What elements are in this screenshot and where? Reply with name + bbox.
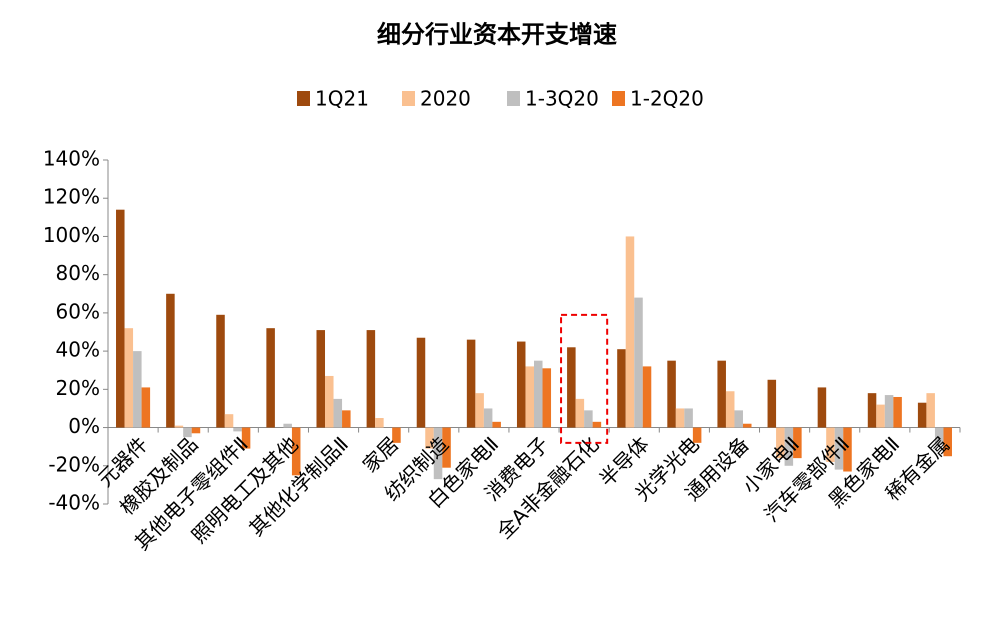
bar xyxy=(692,427,702,443)
bar xyxy=(433,427,443,480)
bar xyxy=(475,393,484,428)
bar xyxy=(466,339,476,428)
bar xyxy=(442,427,451,468)
bar xyxy=(567,347,576,428)
bar xyxy=(183,427,192,438)
legend-swatch xyxy=(297,91,310,106)
y-tick-label: 80% xyxy=(56,261,100,285)
legend-label: 1-3Q20 xyxy=(525,87,599,111)
legend-label: 2020 xyxy=(420,87,471,111)
legend-label: 1-2Q20 xyxy=(630,87,704,111)
bar xyxy=(684,408,693,428)
bar xyxy=(124,328,134,428)
y-tick-label: 60% xyxy=(56,299,100,323)
bar xyxy=(817,387,827,428)
highlight-box xyxy=(560,313,609,444)
bar xyxy=(675,408,685,428)
bar xyxy=(333,398,343,428)
bar xyxy=(767,379,777,428)
bar xyxy=(584,410,593,428)
y-tick-label: 0% xyxy=(68,414,100,438)
bar xyxy=(233,427,242,432)
bar xyxy=(241,427,251,449)
bar xyxy=(316,330,326,428)
bar xyxy=(934,427,944,445)
bar xyxy=(734,410,743,428)
bar xyxy=(717,360,726,428)
legend-swatch xyxy=(612,91,625,106)
bar xyxy=(625,236,635,428)
bar xyxy=(776,427,785,459)
bar xyxy=(492,421,501,428)
chart-title: 细分行业资本开支增速 xyxy=(377,20,617,49)
bar xyxy=(174,425,184,428)
bar xyxy=(826,427,835,462)
bar xyxy=(325,375,334,428)
bar xyxy=(834,427,844,470)
bar xyxy=(926,393,935,428)
y-tick-label: 40% xyxy=(56,338,100,362)
bar xyxy=(375,418,384,428)
y-tick-label: 100% xyxy=(43,223,100,247)
legend-swatch xyxy=(402,91,415,106)
legend-label: 1Q21 xyxy=(315,87,369,111)
bar xyxy=(575,398,585,428)
bar xyxy=(642,366,652,428)
bar xyxy=(141,387,151,428)
bar xyxy=(667,360,676,428)
y-tick-label: 140% xyxy=(43,147,100,171)
bar xyxy=(876,404,885,428)
y-tick-label: -20% xyxy=(48,452,100,476)
bar xyxy=(784,427,794,466)
bar xyxy=(216,314,225,428)
bar xyxy=(634,297,643,428)
bar xyxy=(392,427,401,443)
bar xyxy=(342,410,351,428)
y-tick-label: 120% xyxy=(43,185,100,209)
bar xyxy=(291,427,301,476)
bar xyxy=(592,421,602,428)
bar xyxy=(133,351,142,428)
bar xyxy=(893,396,902,428)
bar xyxy=(525,366,534,428)
bar xyxy=(191,427,201,434)
bar xyxy=(366,330,376,428)
bar xyxy=(843,427,852,472)
bar xyxy=(793,427,802,459)
bar xyxy=(224,414,234,428)
bar xyxy=(884,395,894,428)
bar xyxy=(917,402,927,428)
bar xyxy=(617,349,626,428)
bar xyxy=(283,423,292,428)
bar xyxy=(943,427,952,457)
bar xyxy=(516,341,526,428)
bar xyxy=(416,337,426,428)
bar xyxy=(742,423,752,428)
bar xyxy=(542,368,552,428)
y-tick-label: -40% xyxy=(48,491,100,515)
bar xyxy=(483,408,493,428)
bar xyxy=(534,360,543,428)
bar xyxy=(116,209,125,428)
y-tick-label: 20% xyxy=(56,376,100,400)
bar xyxy=(725,391,735,428)
bar xyxy=(166,293,175,428)
bar xyxy=(867,393,877,428)
legend-swatch xyxy=(507,91,520,106)
bar xyxy=(266,328,275,428)
bar xyxy=(425,427,434,449)
